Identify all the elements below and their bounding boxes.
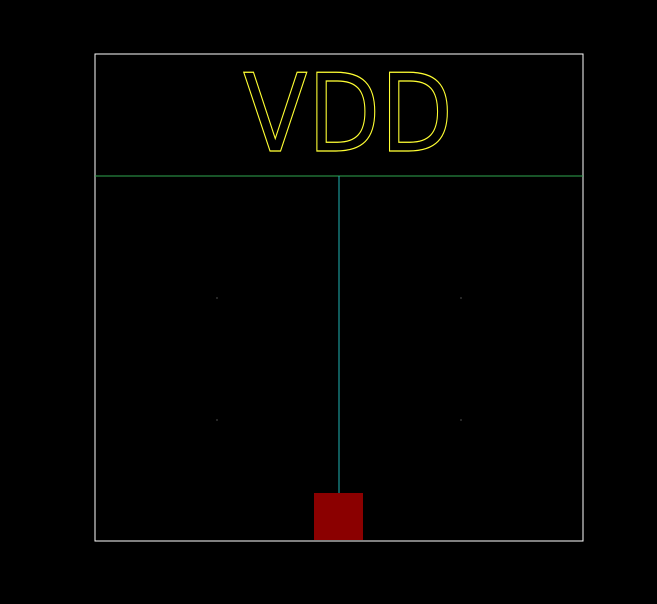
grid-dot: [460, 297, 462, 299]
symbol-outline[interactable]: [94, 53, 584, 542]
grid-dot: [216, 297, 218, 299]
grid-dot: [460, 419, 462, 421]
vdd-label: VDD: [243, 52, 453, 177]
connection-pin[interactable]: [314, 493, 363, 540]
grid-dot: [216, 419, 218, 421]
